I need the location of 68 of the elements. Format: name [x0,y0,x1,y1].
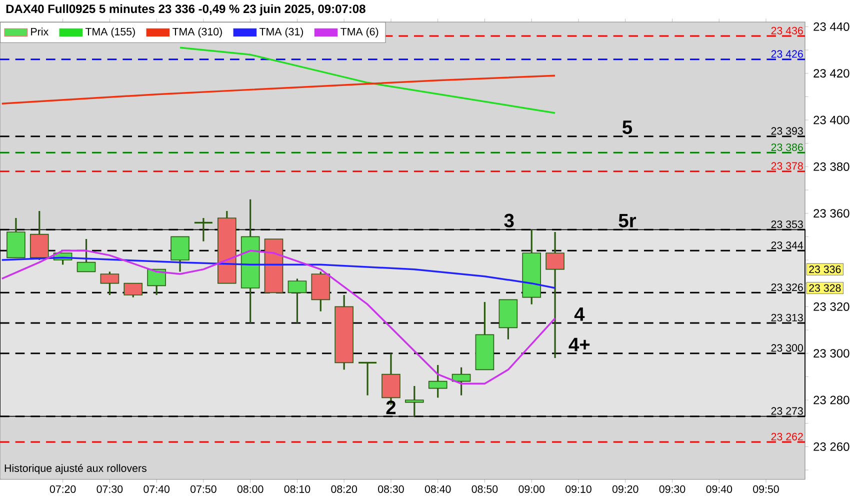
x-tick-label: 09:00 [518,485,545,493]
ref-line-label: 23 262 [771,432,803,440]
annotation: 23 336 [809,266,841,274]
y-tick-label: 23 320 [814,302,850,311]
annotation: 4 [574,308,585,321]
y-tick-label: 23 300 [814,349,850,358]
x-tick-label: 08:40 [424,485,451,493]
legend-label: TMA (6) [340,28,378,38]
candlestick [30,210,49,261]
candlestick [124,282,143,298]
legend-label: TMA (310) [172,28,222,38]
x-tick-label: 08:50 [472,485,498,493]
annotation: Historique ajusté aux rollovers [4,464,146,474]
x-tick-label: 07:20 [50,485,76,493]
ref-line-label: 23 436 [771,26,803,34]
candlestick [170,236,190,272]
x-tick-label: 07:50 [190,485,216,493]
legend-label: Prix [31,28,48,36]
candlestick [358,362,378,396]
ref-line-label: 23 378 [771,162,803,170]
x-tick-label: 09:20 [612,485,638,493]
ref-line-label: 23 273 [771,407,803,415]
x-tick-label: 08:30 [378,485,404,493]
annotation: 4+ [568,338,590,352]
candlestick [405,385,424,418]
chart-title: DAX40 Full0925 5 minutes 23 336 -0,49 % 23 juin 2025, 09:07:08 [6,4,366,16]
candlestick [147,268,166,296]
line-series [1,250,556,385]
annotation: 3 [504,214,514,228]
candlestick [100,270,120,296]
annotation: 23 328 [809,284,841,292]
ref-line-label: 23 344 [771,242,804,250]
y-tick-label: 23 360 [814,209,850,218]
y-tick-label: 23 400 [814,116,850,124]
ref-line-label: 23 300 [771,344,803,352]
annotation: 5 [622,120,632,134]
candlestick [452,366,471,396]
ref-line-label: 23 326 [771,284,803,292]
ref-line-label: 23 426 [771,50,803,58]
x-tick-label: 08:20 [331,485,358,493]
y-tick-label: 23 260 [814,442,850,451]
x-tick-label: 09:30 [659,485,686,493]
candlestick [194,217,214,242]
y-tick-label: 23 420 [814,69,850,78]
x-tick-label: 08:00 [237,485,264,493]
y-tick-label: 23 380 [814,162,850,171]
candlestick [288,278,307,324]
x-tick-label: 07:30 [96,485,123,493]
x-tick-label: 08:10 [284,485,310,493]
x-tick-label: 09:40 [706,485,732,493]
y-tick-label: 23 280 [814,396,850,404]
legend-label: TMA (31) [259,28,304,38]
candlestick [546,231,564,359]
x-tick-label: 09:10 [566,485,592,493]
annotation: 5r [618,214,636,228]
ref-line-label: 23 393 [771,127,803,135]
ref-line-label: 23 313 [771,314,803,322]
ref-line-label: 23 353 [771,220,803,228]
legend-label: TMA (155) [85,28,135,38]
annotation: 2 [386,400,396,414]
y-tick-label: 23 440 [814,22,850,31]
candlestick [76,238,96,272]
ref-line-label: 23 386 [771,144,803,152]
x-tick-label: 09:50 [753,485,779,493]
line-series [1,74,556,105]
line-series [179,46,556,114]
candlestick [428,364,448,398]
x-tick-label: 07:40 [144,485,170,493]
